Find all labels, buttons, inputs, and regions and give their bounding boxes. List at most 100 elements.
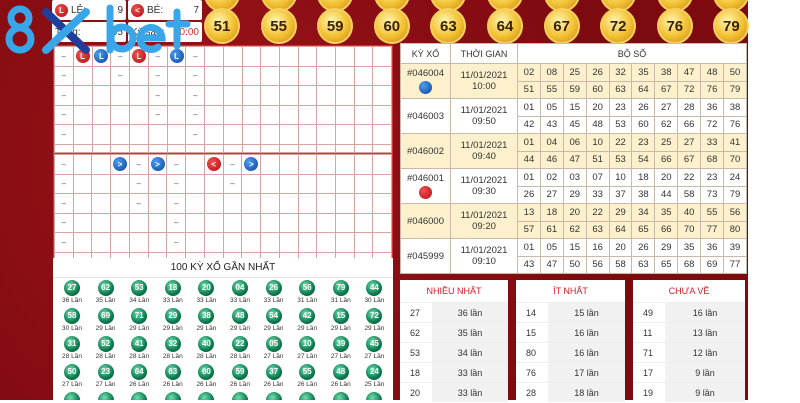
ball-number: 64 xyxy=(131,364,148,380)
ball-count: 26 Lần xyxy=(230,381,250,388)
result-row[interactable]: 51 55 59 60 63 64 67 72 76 79 xyxy=(401,80,747,99)
dash-mark: – xyxy=(174,179,179,189)
red-marker-icon: < xyxy=(206,157,221,172)
result-number: 16 xyxy=(585,238,610,257)
grid-cell xyxy=(110,212,130,233)
frequency-ball: 45 27 Lần xyxy=(358,336,390,360)
dash-mark: – xyxy=(193,129,198,139)
frequency-ball: 32 28 Lần xyxy=(157,336,189,360)
result-number: 56 xyxy=(585,255,610,274)
frequency-ball: 71 29 Lần xyxy=(123,308,155,332)
result-row[interactable]: #045999 11/01/2021 09:10 01 05 15 16 20 26 29 35 36… xyxy=(400,238,747,274)
grid-cell: – xyxy=(54,104,74,125)
frequency-ball xyxy=(90,392,122,400)
dash-mark: – xyxy=(193,51,198,61)
result-row[interactable]: 43 47 50 56 58 63 65 68 69 77 xyxy=(401,255,747,274)
result-number: 55 xyxy=(539,80,564,99)
grid-cell xyxy=(203,193,224,214)
blue-marker-icon: > xyxy=(150,157,165,172)
grid-cell xyxy=(72,124,93,145)
dash-mark: – xyxy=(61,90,67,100)
result-number: 66 xyxy=(677,115,702,134)
result-number: 32 xyxy=(608,63,633,82)
frequency-ball: 69 29 Lần xyxy=(90,308,122,332)
draw-id-cell: #046000 xyxy=(400,203,451,239)
grid-cell xyxy=(110,143,131,153)
result-row[interactable]: #046003 11/01/2021 09:50 01 05 15 20 23 26 27 28 36… xyxy=(400,98,747,134)
ball-count: 27 Lần xyxy=(364,353,385,360)
grid-cell xyxy=(334,143,355,153)
frequency-ball: 55 26 Lần xyxy=(291,364,323,388)
grid-row: – – xyxy=(54,124,392,145)
result-number: 51 xyxy=(517,80,541,99)
result-number: 41 xyxy=(723,133,747,152)
grid-row: – – – xyxy=(54,85,392,106)
grid-cell xyxy=(353,232,374,253)
grid-cell xyxy=(316,143,336,153)
grid-cell xyxy=(72,193,93,214)
grid-cell: – xyxy=(128,193,149,214)
grid-cell xyxy=(372,85,392,106)
grid-cell xyxy=(278,65,299,86)
grid-cell xyxy=(353,104,374,125)
frequency-ball: 48 26 Lần xyxy=(325,364,357,388)
dash-mark: – xyxy=(174,159,179,169)
ball-number: 04 xyxy=(232,280,248,296)
result-row[interactable]: #046000 11/01/2021 09:20 13 18 20 22 29 34 35 40 55… xyxy=(400,203,747,239)
ball-number: 72 xyxy=(366,308,383,324)
draw-time: 09:40 xyxy=(472,151,496,162)
stats-title: CHƯA VỀ xyxy=(668,286,710,296)
draw-id: #045999 xyxy=(407,250,444,262)
result-number: 18 xyxy=(631,168,656,187)
ball-number: 40 xyxy=(198,336,215,352)
grid-cell: – xyxy=(166,232,187,253)
ball-count: 29 Lần xyxy=(263,325,284,332)
draw-time: 10:00 xyxy=(472,81,496,92)
draw-ball: 55 xyxy=(260,8,297,44)
result-number: 48 xyxy=(585,115,610,134)
result-number: 47 xyxy=(677,63,702,82)
stats-row: 17 9 lần xyxy=(633,362,745,382)
ball-number: 37 xyxy=(265,364,282,380)
draw-time-cell: 11/01/2021 09:50 xyxy=(450,98,518,134)
grid-cell xyxy=(334,124,355,145)
ball-number xyxy=(97,392,114,400)
result-number: 26 xyxy=(631,98,656,117)
result-number: 20 xyxy=(562,203,587,222)
stats-count: 33 lần xyxy=(432,363,508,382)
result-row[interactable]: 44 46 47 51 53 54 66 67 68 70 xyxy=(401,150,747,169)
stats-count: 15 lần xyxy=(548,303,625,322)
frequency-ball: 24 25 Lần xyxy=(358,364,390,388)
grid-cell: > xyxy=(110,154,130,175)
result-row[interactable]: #046001 11/01/2021 09:30 01 02 03 07 10 18 20 22 23… xyxy=(400,168,747,204)
grid-cell xyxy=(372,173,392,194)
grid-cell xyxy=(91,154,112,175)
result-row[interactable]: #046004 11/01/2021 10:00 02 08 25 26 32 35 38 47 48… xyxy=(400,63,747,99)
result-number: 43 xyxy=(539,115,564,134)
result-row[interactable]: 42 43 45 48 53 60 62 66 72 76 xyxy=(401,115,747,134)
result-number: 63 xyxy=(608,80,633,99)
stats-count: 13 lần xyxy=(665,323,745,342)
result-number: 63 xyxy=(585,220,610,239)
grid-cell xyxy=(129,143,149,153)
frequency-ball: 64 26 Lần xyxy=(123,364,155,388)
grid-cell: – xyxy=(185,104,206,125)
result-number: 60 xyxy=(585,80,610,99)
result-row[interactable]: 57 61 62 63 64 65 66 70 77 80 xyxy=(401,220,747,239)
stats-row: 27 36 lần xyxy=(400,302,508,322)
ball-number: 32 xyxy=(164,336,181,352)
ball-number: 42 xyxy=(299,308,316,324)
grid-cell xyxy=(110,232,130,253)
frequency-ball: 40 28 Lần xyxy=(190,336,222,360)
frequency-ball: 41 28 Lần xyxy=(123,336,155,360)
draw-time: 09:10 xyxy=(472,256,496,267)
stats-row: 14 15 lần xyxy=(516,302,625,322)
grid-cell: L xyxy=(91,46,112,67)
draw-id: #046002 xyxy=(407,145,444,157)
result-number: 05 xyxy=(539,98,564,117)
ball-number: 71 xyxy=(131,308,148,324)
result-row[interactable]: #046002 11/01/2021 09:40 01 04 06 10 22 23 25 27 33… xyxy=(400,133,747,169)
dash-mark: – xyxy=(61,179,67,189)
ball-count: 25 Lần xyxy=(364,381,385,388)
grid-cell xyxy=(372,232,392,253)
